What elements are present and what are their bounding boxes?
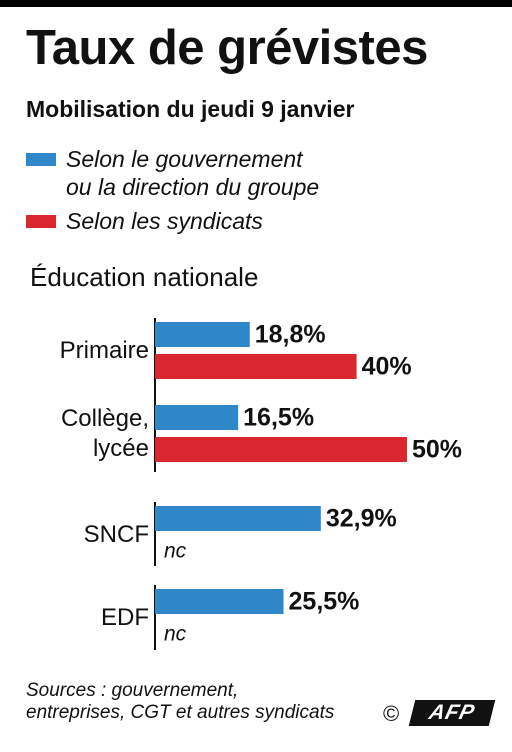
legend-swatch-blue [26, 153, 56, 166]
bar-unions [155, 354, 357, 379]
chart-title: Taux de grévistes [26, 21, 428, 75]
legend: Selon le gouvernement ou la direction du… [26, 145, 486, 241]
value-label-nc: nc [164, 623, 187, 646]
top-rule [0, 0, 512, 7]
legend-item-government: Selon le gouvernement ou la direction du… [26, 145, 486, 201]
value-label: 32,9% [326, 505, 397, 533]
bar-government [155, 322, 250, 347]
category-label: Primaire [60, 337, 149, 364]
category-label: lycée [93, 435, 149, 462]
value-label: 25,5% [289, 588, 360, 616]
category-label: SNCF [84, 521, 149, 548]
bar-government [155, 405, 239, 430]
legend-swatch-red [26, 215, 56, 228]
bar-government [155, 506, 321, 531]
copyright-icon: © [383, 701, 400, 726]
value-label: 18,8% [255, 321, 326, 349]
bar-government [155, 589, 284, 614]
value-label-nc: nc [164, 540, 187, 563]
legend-label-government: Selon le gouvernement ou la direction du… [66, 146, 320, 200]
legend-label-unions: Selon les syndicats [66, 208, 263, 234]
category-label: Collège, [61, 405, 149, 432]
bar-unions [155, 437, 407, 462]
category-label: EDF [101, 604, 149, 631]
legend-item-unions: Selon les syndicats [26, 207, 486, 235]
value-label: 16,5% [243, 404, 314, 432]
sources-note: Sources : gouvernement, entreprises, CGT… [26, 680, 335, 723]
afp-logo: AFP [408, 700, 496, 726]
value-label: 50% [412, 436, 462, 464]
section-label-education: Éducation nationale [30, 262, 259, 292]
chart-subtitle: Mobilisation du jeudi 9 janvier [26, 96, 355, 122]
value-label: 40% [362, 353, 412, 381]
